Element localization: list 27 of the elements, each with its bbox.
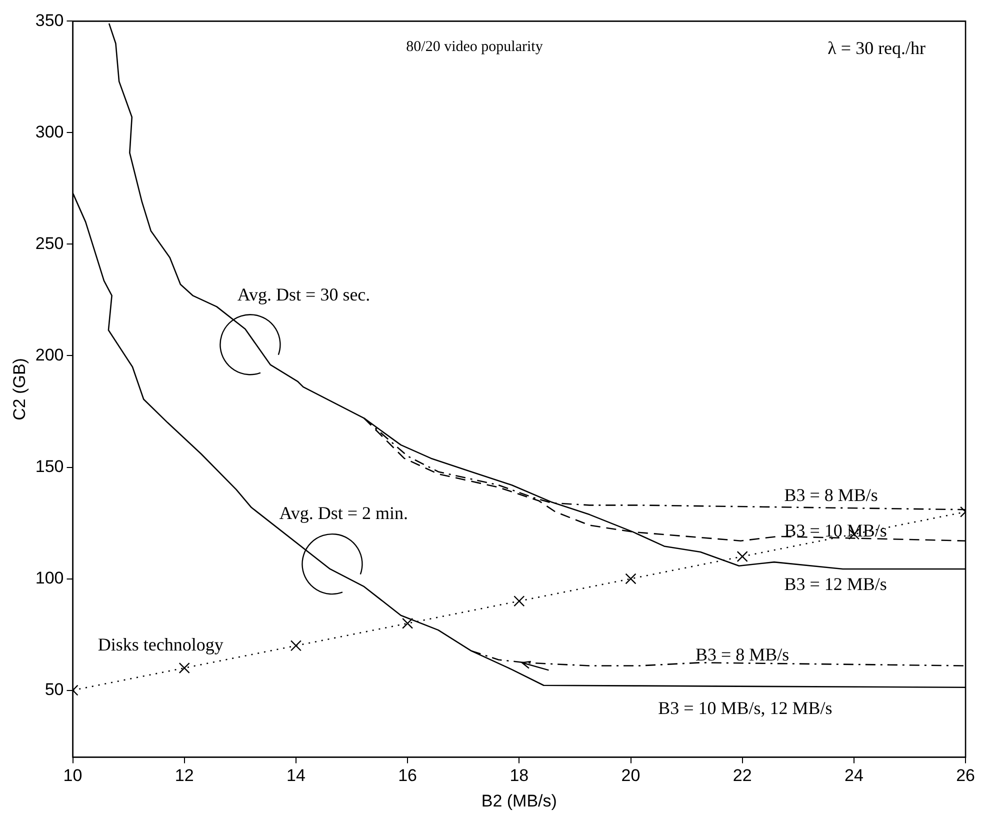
x-tick-label: 16 xyxy=(398,766,418,786)
annotation: B3 = 8 MB/s xyxy=(695,644,790,664)
x-tick-label: 18 xyxy=(510,766,529,786)
y-tick-label: 250 xyxy=(35,234,64,253)
annotation: B3 = 10 MB/s, 12 MB/s xyxy=(658,698,832,718)
y-tick-label: 350 xyxy=(35,10,64,30)
y-tick-label: 150 xyxy=(35,456,64,476)
annotation: B3 = 8 MB/s xyxy=(784,484,878,505)
y-tick-label: 200 xyxy=(35,345,64,364)
annotation: Avg. Dst = 30 sec. xyxy=(237,284,370,304)
annotation: λ = 30 req./hr xyxy=(828,38,926,58)
annotation: B3 = 12 MB/s xyxy=(784,574,887,594)
x-tick-label: 22 xyxy=(732,766,752,786)
y-tick-label: 100 xyxy=(35,568,64,588)
x-tick-label: 12 xyxy=(174,766,194,786)
text: 80/20 video popularity xyxy=(406,39,544,56)
annotation: Disks technology xyxy=(98,634,224,654)
y-axis-title: C2 (GB) xyxy=(10,358,29,420)
y-tick-label: 300 xyxy=(35,122,64,142)
x-tick-label: 14 xyxy=(286,766,306,786)
x-tick-label: 10 xyxy=(63,766,82,786)
x-axis-title: B2 (MB/s) xyxy=(481,791,557,810)
y-tick-label: 50 xyxy=(44,680,64,699)
x-tick-label: 20 xyxy=(621,766,640,786)
x-tick-label: 24 xyxy=(844,766,864,786)
x-tick-label: 26 xyxy=(956,766,976,786)
annotation: Avg. Dst = 2 min. xyxy=(279,502,408,523)
